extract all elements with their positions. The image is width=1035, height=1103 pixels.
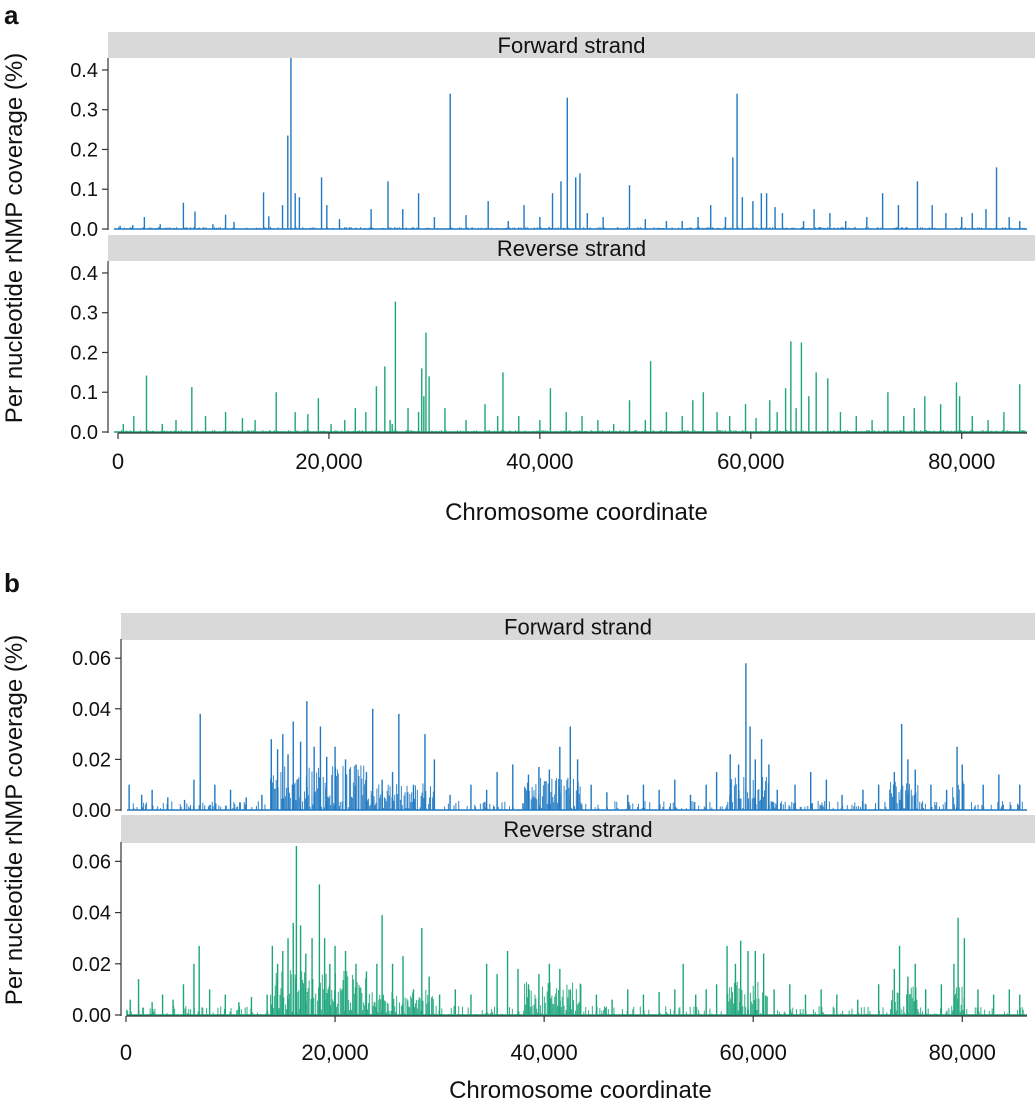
panel-a: a Per nucleotide rNMP coverage (%) Forward… [1, 0, 1035, 526]
y-axis-label: Per nucleotide rNMP coverage (%) [1, 53, 28, 423]
y-tick-label: 0.4 [70, 263, 98, 285]
y-tick-label: 0.4 [70, 60, 98, 82]
x-tick-label: 20,000 [295, 449, 362, 474]
x-tick-label: 60,000 [717, 449, 784, 474]
y-tick-label: 0.04 [72, 903, 111, 925]
x-tick-label: 40,000 [506, 449, 573, 474]
x-axis-label: Chromosome coordinate [449, 1077, 712, 1103]
y-tick-label: 0.00 [72, 800, 111, 822]
panel-b: b Per nucleotide rNMP coverage (%) Forward… [1, 568, 1035, 1103]
facet-strip-label: Forward strand [504, 615, 652, 640]
x-tick-label: 20,000 [301, 1040, 368, 1065]
facet-strip [108, 235, 1035, 261]
facet-forward: Forward strand 0.00 0.02 0.04 0.06 [72, 613, 1035, 822]
background-bars [126, 970, 1024, 1015]
x-axis: 0 20,000 40,000 60,000 80,000 Chromosome coor… [120, 1015, 1027, 1103]
y-tick-label: 0.06 [72, 648, 111, 670]
facet-strip [121, 613, 1035, 640]
data-bars [119, 58, 1021, 229]
y-tick-label: 0.00 [72, 1005, 111, 1027]
x-tick-label: 80,000 [929, 1040, 996, 1065]
x-tick-label: 0 [112, 449, 124, 474]
y-tick-label: 0.0 [70, 219, 98, 241]
facet-strip-label: Reverse strand [503, 817, 652, 842]
x-tick-label: 60,000 [720, 1040, 787, 1065]
facet-reverse: Reverse strand 0.0 0.1 0.2 0.3 0.4 [70, 235, 1035, 444]
panel-label: b [4, 568, 20, 598]
panel-label: a [4, 0, 19, 30]
y-tick-label: 0.02 [72, 954, 111, 976]
facet-reverse: Reverse strand 0.00 0.02 0.04 0.06 [72, 815, 1035, 1027]
y-tick-label: 0.02 [72, 749, 111, 771]
data-bars [122, 301, 1021, 432]
facet-strip-label: Forward strand [498, 33, 646, 58]
x-axis-label: Chromosome coordinate [445, 499, 708, 526]
facet-forward: Forward strand 0.0 0.1 0.2 0.3 0.4 [70, 32, 1035, 241]
y-tick-label: 0.0 [70, 422, 98, 444]
y-tick-label: 0.1 [70, 179, 98, 201]
y-tick-label: 0.3 [70, 100, 98, 122]
y-tick-label: 0.2 [70, 139, 98, 161]
data-bars [129, 846, 1021, 1015]
y-tick-label: 0.1 [70, 382, 98, 404]
facet-strip [121, 815, 1035, 843]
x-tick-label: 80,000 [928, 449, 995, 474]
facet-strip [108, 32, 1035, 58]
facet-strip-label: Reverse strand [497, 236, 646, 261]
y-tick-label: 0.04 [72, 699, 111, 721]
y-axis-label: Per nucleotide rNMP coverage (%) [1, 635, 28, 1005]
y-tick-label: 0.3 [70, 303, 98, 325]
y-tick-label: 0.2 [70, 342, 98, 364]
x-axis: 0 20,000 40,000 60,000 80,000 Chromosome coor… [112, 432, 1027, 526]
x-tick-label: 40,000 [510, 1040, 577, 1065]
data-bars [128, 663, 1021, 810]
x-tick-label: 0 [120, 1040, 132, 1065]
y-tick-label: 0.06 [72, 851, 111, 873]
